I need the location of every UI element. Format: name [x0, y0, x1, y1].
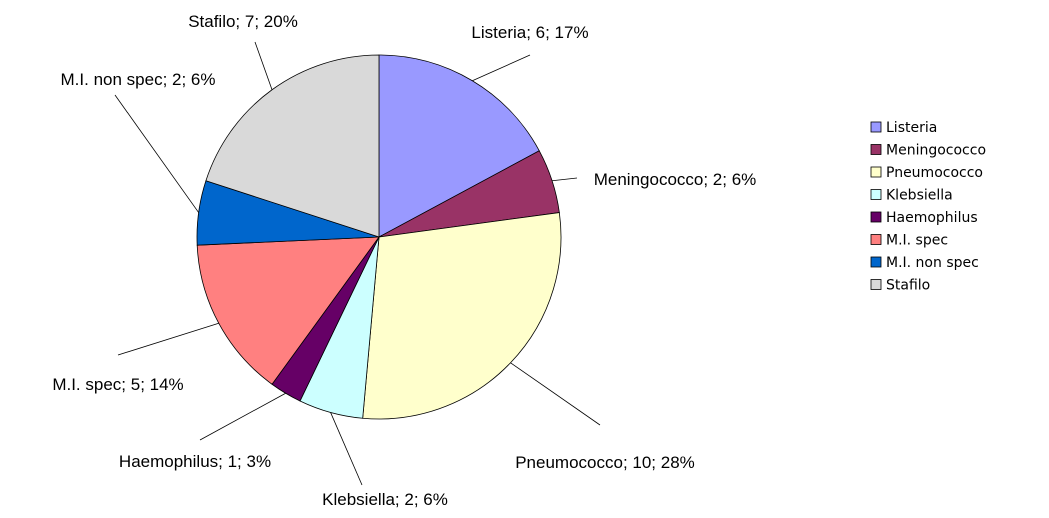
legend-label: Stafilo [886, 278, 930, 294]
leader-line [117, 322, 219, 356]
legend-label: M.I. spec [886, 233, 948, 249]
legend-label: Listeria [886, 120, 937, 136]
legend-swatch [870, 144, 882, 155]
legend-label: Meningococco [886, 143, 986, 159]
pie-slice [378, 54, 540, 238]
leader-line [510, 362, 601, 426]
data-label: Listeria; 6; 17% [471, 23, 589, 42]
pie-slice [196, 236, 380, 385]
legend-swatch [870, 121, 882, 133]
legend-swatch [870, 166, 882, 178]
legend-label: M.I. non spec [886, 255, 979, 271]
data-label: Meningococco; 2; 6% [593, 170, 757, 189]
legend-label: Haemophilus [886, 210, 978, 226]
legend-swatch [870, 211, 882, 223]
data-label: Klebsiella; 2; 6% [322, 490, 448, 509]
leader-line [254, 41, 273, 90]
leader-line [330, 412, 363, 486]
data-label: Pneumococco; 10; 28% [515, 453, 695, 472]
legend-swatch [870, 279, 882, 290]
data-label: M.I. non spec; 2; 6% [60, 70, 216, 89]
legend-label: Pneumococco [886, 165, 983, 181]
pie-slice [362, 212, 562, 420]
leader-line [199, 392, 286, 441]
leader-line [552, 177, 578, 182]
legend-label: Klebsiella [886, 188, 953, 204]
leader-line [472, 54, 531, 82]
data-label: M.I. spec; 5; 14% [52, 375, 184, 394]
legend-swatch [870, 234, 882, 245]
leader-line [114, 94, 199, 213]
data-label: Stafilo; 7; 20% [188, 12, 298, 31]
pie-slice [205, 54, 380, 238]
legend-swatch [870, 256, 882, 268]
data-label: Haemophilus; 1; 3% [118, 452, 272, 471]
legend-swatch [870, 189, 882, 200]
